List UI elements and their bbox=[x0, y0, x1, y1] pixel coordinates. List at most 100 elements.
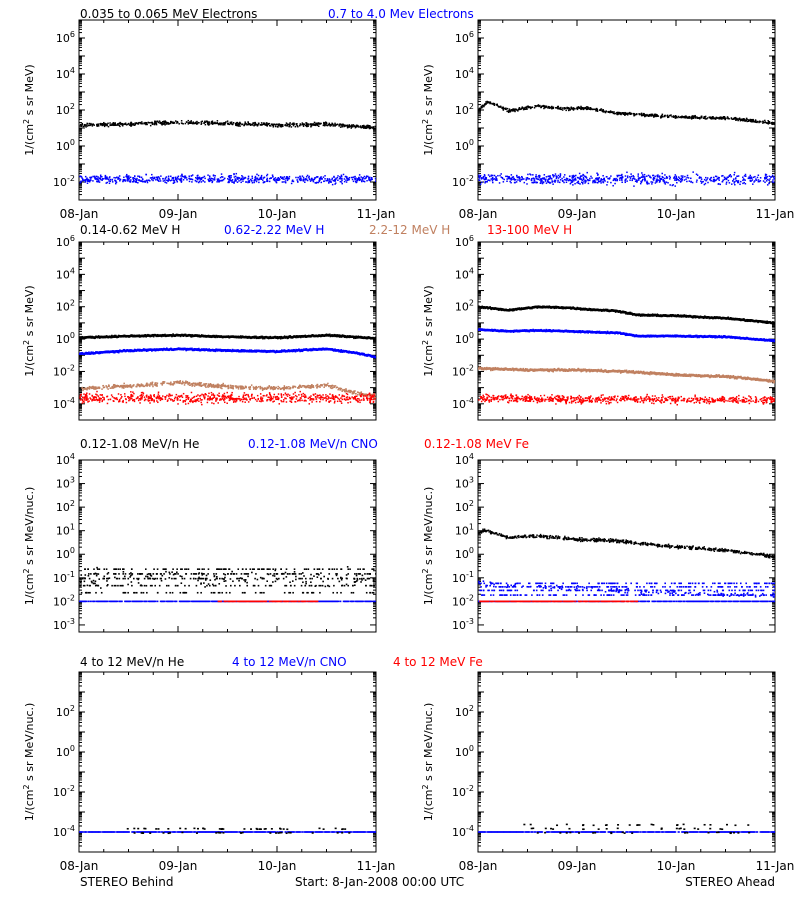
series-blue-point bbox=[134, 178, 137, 181]
series-black-point bbox=[169, 122, 172, 125]
series-blue-point bbox=[236, 181, 239, 183]
series-blue-point bbox=[561, 179, 564, 182]
series-black-point bbox=[270, 125, 272, 127]
series-blue-point bbox=[208, 180, 211, 183]
y-tick-label: 104 bbox=[56, 66, 75, 81]
series-blue-point bbox=[319, 177, 322, 180]
series-tan-point bbox=[91, 387, 93, 390]
series-blue-point bbox=[218, 179, 220, 182]
series-tan-point bbox=[121, 385, 124, 388]
series-blue-point bbox=[275, 181, 277, 183]
series-blue-point bbox=[566, 179, 568, 181]
series-blue-point bbox=[539, 182, 542, 184]
series-blue-point bbox=[590, 175, 592, 178]
series-black-point bbox=[166, 121, 168, 124]
series-blue-point bbox=[520, 175, 523, 178]
series-black-point bbox=[746, 118, 748, 121]
series-blue-point bbox=[657, 174, 659, 176]
series-black-point bbox=[302, 125, 305, 127]
series-blue-point bbox=[176, 181, 179, 183]
series-black-point bbox=[259, 123, 262, 126]
series-blue-point bbox=[500, 173, 502, 175]
series-tan-point bbox=[184, 381, 187, 384]
series-blue-point bbox=[305, 176, 308, 178]
series-black-point bbox=[700, 115, 703, 118]
series-blue-point bbox=[570, 180, 573, 182]
series-blue-point bbox=[527, 173, 529, 176]
series-blue-point bbox=[197, 177, 199, 179]
series-black-point bbox=[509, 110, 512, 113]
series-tan-point bbox=[145, 382, 148, 385]
series-blue-point bbox=[561, 177, 563, 180]
series-blue-point bbox=[170, 175, 172, 178]
series-black-point bbox=[262, 122, 265, 124]
series-blue-point bbox=[312, 178, 314, 181]
series-black-point bbox=[103, 121, 105, 124]
series-blue-point bbox=[137, 175, 139, 177]
series-black-point bbox=[506, 107, 509, 110]
series-black-point bbox=[363, 125, 365, 127]
series-blue-point bbox=[279, 176, 282, 178]
series-blue-point bbox=[652, 179, 655, 181]
series-blue-point bbox=[354, 178, 357, 181]
series-tan-point bbox=[203, 383, 205, 386]
series-blue-point bbox=[230, 176, 232, 179]
series-black-point bbox=[208, 124, 210, 126]
series-blue-point bbox=[582, 178, 585, 180]
series-black-point bbox=[624, 113, 627, 116]
series-blue-point bbox=[508, 177, 510, 180]
series-black-point bbox=[355, 124, 358, 127]
series-black-point bbox=[530, 106, 533, 109]
series-black-point bbox=[499, 105, 502, 108]
series-black-point bbox=[325, 124, 327, 126]
series-blue-point bbox=[587, 182, 590, 185]
series-blue-point bbox=[643, 173, 646, 176]
series-blue-point bbox=[131, 181, 134, 183]
series-black-point bbox=[309, 123, 312, 125]
series-blue-point bbox=[749, 176, 751, 178]
series-blue-point bbox=[664, 183, 667, 185]
series-blue-point bbox=[539, 175, 541, 177]
series-black-point bbox=[697, 117, 700, 119]
series-black-point bbox=[204, 120, 206, 123]
series-tan-point bbox=[333, 386, 336, 388]
series-tan-point bbox=[306, 386, 309, 388]
series-blue-point bbox=[134, 175, 136, 177]
series-black-point bbox=[565, 109, 567, 112]
series-black-point bbox=[238, 123, 240, 126]
series-blue-point bbox=[331, 183, 334, 186]
series-black-point bbox=[642, 112, 645, 115]
series-black-point bbox=[560, 108, 563, 111]
series-blue-point bbox=[266, 178, 268, 181]
series-blue-point bbox=[274, 179, 277, 181]
series-black-point bbox=[534, 105, 536, 107]
series-tan-point bbox=[155, 384, 157, 387]
series-blue-point bbox=[493, 174, 496, 177]
series-blue-point bbox=[92, 180, 94, 182]
series-black-point bbox=[502, 107, 504, 110]
series-tan-point bbox=[337, 388, 339, 391]
series-blue-point bbox=[235, 180, 237, 182]
series-black-point bbox=[742, 119, 744, 122]
series-blue-point bbox=[190, 175, 193, 177]
series-blue-point bbox=[164, 178, 166, 180]
series-black-point bbox=[235, 124, 237, 127]
series-blue-point bbox=[328, 180, 330, 183]
series-black-point bbox=[260, 122, 263, 124]
series-blue-point bbox=[571, 180, 574, 182]
series-blue-point bbox=[191, 181, 193, 183]
series-blue-point bbox=[323, 180, 325, 183]
series-blue-point bbox=[117, 178, 119, 180]
series-blue-point bbox=[347, 178, 350, 180]
series-blue-point bbox=[164, 181, 166, 184]
series-black-point bbox=[192, 121, 195, 124]
series-black-point bbox=[196, 122, 199, 125]
series-black-point bbox=[721, 118, 723, 120]
series-blue-point bbox=[127, 180, 129, 182]
series-blue-point bbox=[181, 173, 183, 176]
series-black-point bbox=[93, 124, 95, 126]
series-black-point bbox=[342, 123, 344, 126]
series-black-point bbox=[708, 116, 711, 118]
series-black-point bbox=[642, 114, 644, 117]
series-blue-point bbox=[568, 178, 571, 181]
